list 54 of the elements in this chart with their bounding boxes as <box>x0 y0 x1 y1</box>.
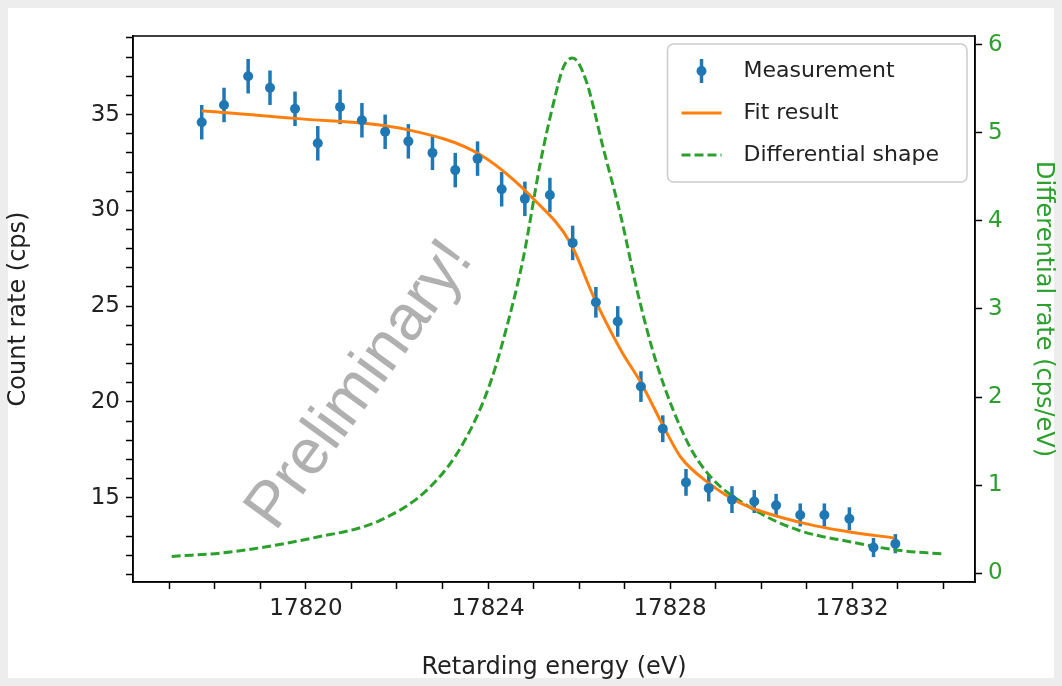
y2-tick-label: 4 <box>988 205 1003 232</box>
y2-tick-label: 3 <box>988 293 1003 320</box>
y2-tick-label: 6 <box>988 29 1003 56</box>
point <box>771 500 782 511</box>
point <box>519 193 530 204</box>
point <box>635 381 646 392</box>
point <box>219 99 230 110</box>
x-tick-label: 17828 <box>633 593 707 620</box>
y2-tick-label: 0 <box>988 558 1003 585</box>
point <box>703 483 714 494</box>
point <box>243 71 254 82</box>
y-tick-label: 25 <box>90 291 120 318</box>
x-tick-label: 17832 <box>815 593 889 620</box>
point <box>844 513 855 524</box>
line-series <box>170 56 943 558</box>
point <box>868 542 879 553</box>
y2-axis-title: Differential rate (cps/eV) <box>1031 160 1060 458</box>
legend-label: Fit result <box>743 98 839 124</box>
point <box>403 136 414 147</box>
point <box>590 297 601 308</box>
y-tick-label: 30 <box>90 195 120 222</box>
point <box>726 494 737 505</box>
point <box>312 138 323 149</box>
y2-tick-label: 1 <box>988 470 1003 497</box>
y-tick-label: 15 <box>90 482 120 509</box>
point <box>496 184 507 195</box>
legend-label: Measurement <box>743 56 895 82</box>
point <box>819 509 830 520</box>
point <box>657 423 668 434</box>
point <box>567 237 578 248</box>
y2-tick-label: 5 <box>988 117 1003 144</box>
legend-label: Differential shape <box>743 140 939 166</box>
point <box>472 153 483 164</box>
point <box>612 316 623 327</box>
point <box>380 126 391 137</box>
point <box>196 117 207 128</box>
point <box>680 477 691 488</box>
point <box>265 82 275 93</box>
point <box>795 509 806 520</box>
point <box>335 101 346 112</box>
y2-tick-label: 2 <box>988 382 1003 409</box>
point <box>450 165 461 176</box>
point <box>356 115 367 126</box>
y-tick-label: 35 <box>90 99 120 126</box>
point <box>544 190 555 201</box>
x-tick-label: 17820 <box>269 593 343 620</box>
y-tick-label: 20 <box>90 386 120 413</box>
point <box>290 103 301 114</box>
point <box>749 496 760 507</box>
point <box>427 147 438 158</box>
x-tick-label: 17824 <box>451 593 525 620</box>
y-axis-title: Count rate (cps) <box>2 211 31 407</box>
point <box>890 538 901 549</box>
x-axis-title: Retarding energy (eV) <box>421 651 687 680</box>
